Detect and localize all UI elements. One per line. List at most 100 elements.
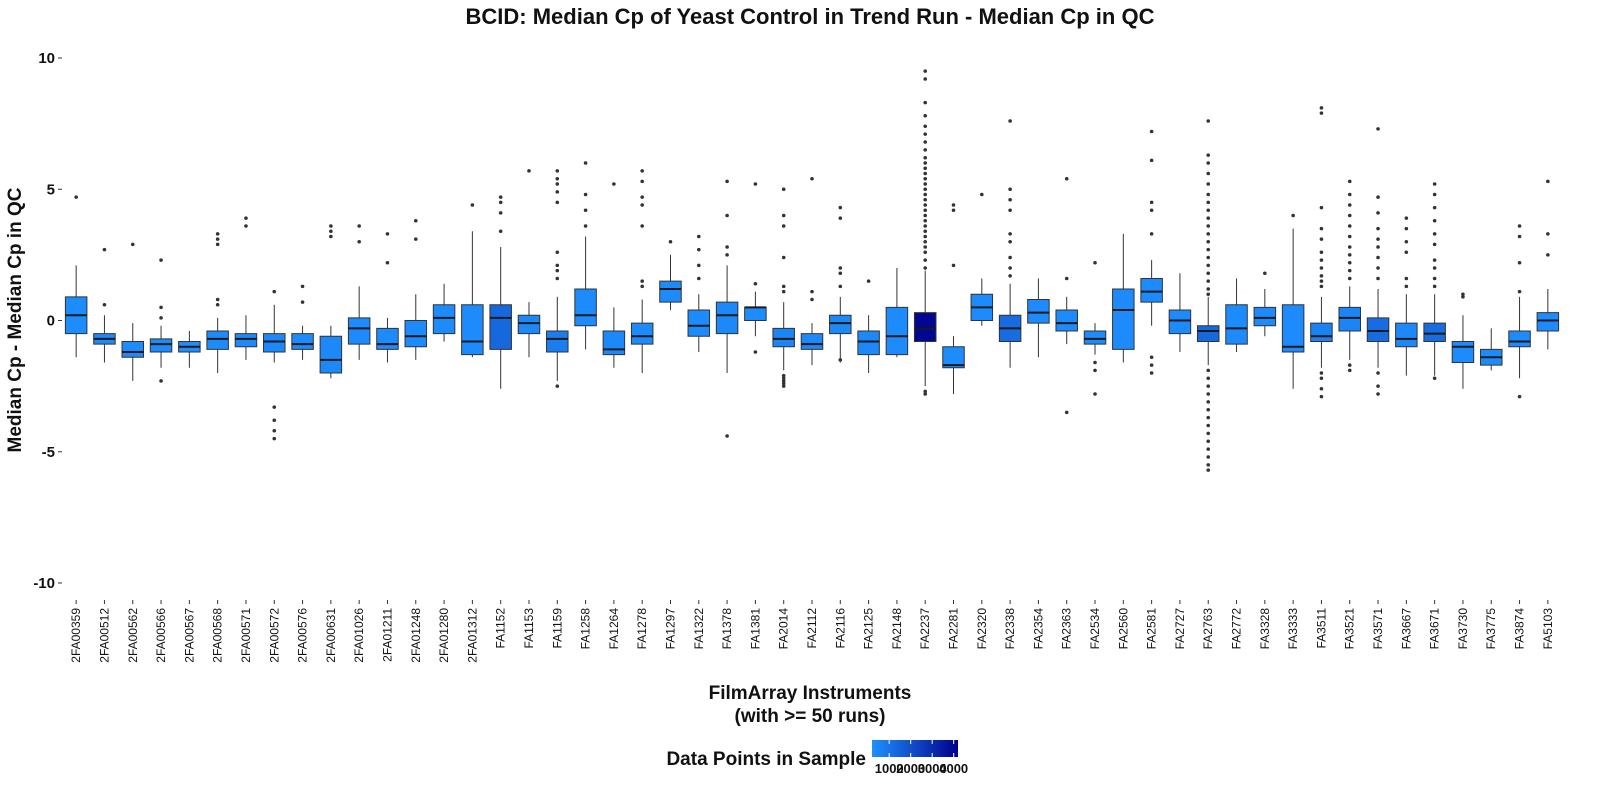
outlier-point — [668, 239, 673, 244]
outlier-point — [951, 203, 956, 207]
box-FA3571 — [1366, 127, 1390, 396]
legend-colorbar — [872, 740, 958, 757]
outlier-point — [1546, 253, 1550, 257]
box-FA3730 — [1451, 292, 1475, 389]
box-body — [319, 335, 343, 374]
outlier-point — [329, 224, 333, 228]
box-2FA00631 — [319, 224, 343, 379]
box-body — [857, 330, 880, 356]
outlier-point — [640, 179, 644, 184]
box-plot-group — [64, 69, 1560, 472]
outlier-point — [1319, 394, 1324, 399]
box-body — [715, 301, 739, 335]
outlier-point — [159, 316, 163, 320]
x-tick-label: FA3667 — [1399, 608, 1413, 650]
box-2FA00567 — [178, 331, 201, 368]
outlier-point — [1319, 106, 1324, 110]
outlier-point — [1008, 274, 1012, 278]
box-FA2125 — [857, 279, 880, 373]
outlier-point — [555, 200, 560, 205]
outlier-point — [1093, 260, 1097, 265]
box-FA5103 — [1536, 179, 1560, 350]
outlier-point — [1008, 239, 1012, 244]
x-tick-label: FA1381 — [748, 608, 762, 650]
outlier-point — [923, 140, 928, 144]
outlier-point — [923, 100, 928, 105]
outlier-point — [838, 271, 843, 276]
box-body — [885, 306, 909, 356]
box-2FA01248 — [404, 218, 428, 360]
box-body — [687, 309, 711, 337]
outlier-point — [1008, 187, 1012, 192]
outlier-point — [1206, 384, 1211, 388]
outlier-point — [781, 284, 786, 289]
outlier-point — [923, 245, 928, 249]
x-axis-label-line2: (with >= 50 runs) — [735, 706, 886, 727]
x-tick-label: 2FA00576 — [296, 608, 310, 663]
outlier-point — [1319, 250, 1324, 255]
box-FA1381 — [744, 182, 767, 354]
outlier-point — [923, 69, 928, 73]
box-body — [1196, 325, 1220, 342]
box-FA3671 — [1423, 182, 1446, 381]
outlier-point — [923, 250, 928, 255]
outlier-point — [923, 197, 928, 202]
outlier-point — [1347, 268, 1352, 273]
outlier-point — [1376, 392, 1380, 396]
outlier-point — [1347, 245, 1352, 249]
outlier-point — [1206, 292, 1211, 297]
outlier-point — [612, 182, 616, 186]
outlier-point — [1206, 119, 1211, 123]
box-FA1264 — [602, 182, 626, 368]
outlier-point — [753, 281, 758, 286]
box-body — [1536, 312, 1560, 332]
outlier-point — [923, 389, 928, 394]
y-axis-label: Median Cp - Median Cp in QC — [5, 187, 26, 452]
box-body — [1423, 322, 1446, 342]
x-tick-label: FA1258 — [579, 608, 593, 650]
outlier-point — [923, 203, 928, 207]
x-tick-label: 2FA00359 — [69, 608, 83, 663]
outlier-point — [640, 224, 644, 228]
x-tick-label: FA2237 — [918, 608, 932, 650]
outlier-point — [696, 263, 701, 268]
outlier-point — [1206, 287, 1211, 291]
x-tick-label: FA3511 — [1314, 608, 1328, 649]
box-FA3521 — [1338, 179, 1361, 373]
outlier-point — [1263, 271, 1267, 276]
outlier-point — [215, 232, 220, 236]
outlier-point — [1206, 468, 1211, 472]
x-tick-label: FA2125 — [862, 608, 876, 650]
outlier-point — [753, 182, 758, 186]
box-body — [291, 333, 314, 350]
box-2FA00571 — [234, 216, 258, 360]
outlier-point — [1432, 258, 1437, 262]
outlier-point — [159, 379, 163, 383]
box-body — [1225, 304, 1248, 345]
box-FA2338 — [998, 119, 1022, 368]
box-body — [772, 327, 795, 348]
outlier-point — [1149, 129, 1154, 134]
box-body — [1508, 330, 1531, 348]
outlier-point — [1206, 368, 1211, 373]
outlier-point — [527, 169, 531, 173]
outlier-point — [244, 224, 248, 228]
outlier-point — [498, 211, 503, 215]
outlier-point — [810, 176, 814, 181]
box-body — [1395, 322, 1418, 348]
outlier-point — [923, 77, 928, 81]
outlier-point — [1404, 250, 1409, 255]
legend-tick-label: 2000 — [896, 761, 925, 776]
outlier-point — [1149, 355, 1154, 360]
outlier-point — [1432, 192, 1437, 197]
box-FA2320 — [970, 192, 994, 326]
outlier-point — [1206, 216, 1211, 220]
outlier-point — [951, 208, 956, 213]
outlier-point — [329, 229, 333, 234]
outlier-point — [1319, 386, 1324, 391]
box-2FA00572 — [263, 289, 286, 441]
outlier-point — [300, 284, 305, 289]
outlier-point — [215, 242, 220, 247]
outlier-point — [1008, 255, 1012, 260]
